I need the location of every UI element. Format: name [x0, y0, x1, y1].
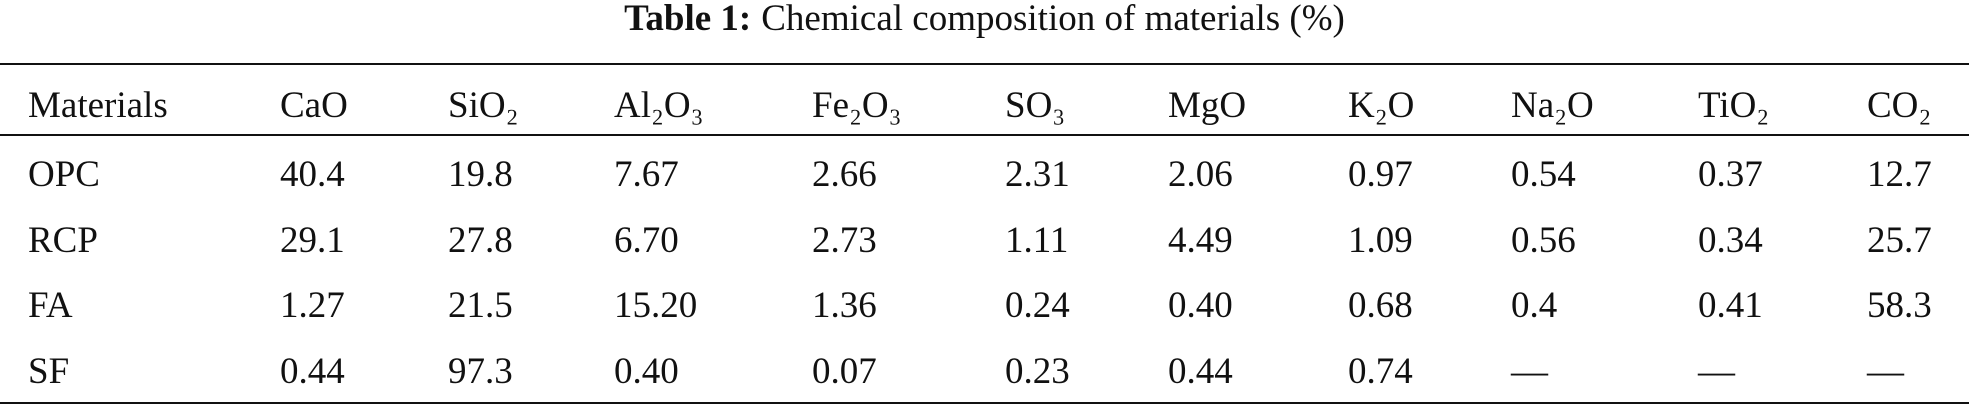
cell: 40.4	[280, 154, 345, 195]
cell: 0.44	[1168, 351, 1233, 392]
header-cell: Na₂O	[1511, 85, 1594, 126]
caption-label: Table 1:	[624, 0, 752, 39]
cell: 27.8	[448, 220, 513, 261]
cell: 2.31	[1005, 154, 1070, 195]
cell: 1.09	[1348, 220, 1413, 261]
cell: 0.37	[1698, 154, 1763, 195]
cell: 0.4	[1511, 285, 1558, 326]
cell: 2.73	[812, 220, 877, 261]
caption: Table 1: Chemical composition of material…	[0, 0, 1969, 38]
cell: 0.40	[614, 351, 679, 392]
row-label: OPC	[28, 154, 100, 195]
cell: 12.7	[1867, 154, 1932, 195]
row-label: SF	[28, 351, 70, 392]
cell: 0.54	[1511, 154, 1576, 195]
header-cell: CO₂	[1867, 85, 1932, 126]
header-cell: K₂O	[1348, 85, 1415, 126]
cell: —	[1698, 351, 1735, 392]
cell: 0.24	[1005, 285, 1070, 326]
caption-text: Chemical composition of materials (%)	[761, 0, 1345, 39]
cell: 15.20	[614, 285, 698, 326]
cell: 6.70	[614, 220, 679, 261]
cell: —	[1511, 351, 1548, 392]
cell: —	[1867, 351, 1904, 392]
top-rule	[0, 63, 1969, 65]
cell: 29.1	[280, 220, 345, 261]
header-rule	[0, 134, 1969, 136]
header-cell: Fe₂O₃	[812, 85, 902, 126]
header-cell: Al₂O₃	[614, 85, 704, 126]
row-label: FA	[28, 285, 73, 326]
cell: 25.7	[1867, 220, 1932, 261]
cell: 97.3	[448, 351, 513, 392]
cell: 1.27	[280, 285, 345, 326]
cell: 58.3	[1867, 285, 1932, 326]
cell: 1.36	[812, 285, 877, 326]
cell: 0.74	[1348, 351, 1413, 392]
cell: 0.07	[812, 351, 877, 392]
header-cell: CaO	[280, 85, 348, 126]
header-cell: SO₃	[1005, 85, 1066, 126]
cell: 0.34	[1698, 220, 1763, 261]
cell: 0.97	[1348, 154, 1413, 195]
header-cell: TiO₂	[1698, 85, 1770, 126]
cell: 19.8	[448, 154, 513, 195]
bottom-rule	[0, 402, 1969, 404]
cell: 0.41	[1698, 285, 1763, 326]
cell: 2.06	[1168, 154, 1233, 195]
cell: 1.11	[1005, 220, 1069, 261]
cell: 7.67	[614, 154, 679, 195]
cell: 21.5	[448, 285, 513, 326]
cell: 4.49	[1168, 220, 1233, 261]
cell: 0.68	[1348, 285, 1413, 326]
cell: 0.40	[1168, 285, 1233, 326]
cell: 2.66	[812, 154, 877, 195]
cell: 0.44	[280, 351, 345, 392]
header-cell: Materials	[28, 85, 168, 126]
header-cell: SiO₂	[448, 85, 519, 126]
cell: 0.56	[1511, 220, 1576, 261]
header-cell: MgO	[1168, 85, 1247, 126]
row-label: RCP	[28, 220, 98, 261]
cell: 0.23	[1005, 351, 1070, 392]
